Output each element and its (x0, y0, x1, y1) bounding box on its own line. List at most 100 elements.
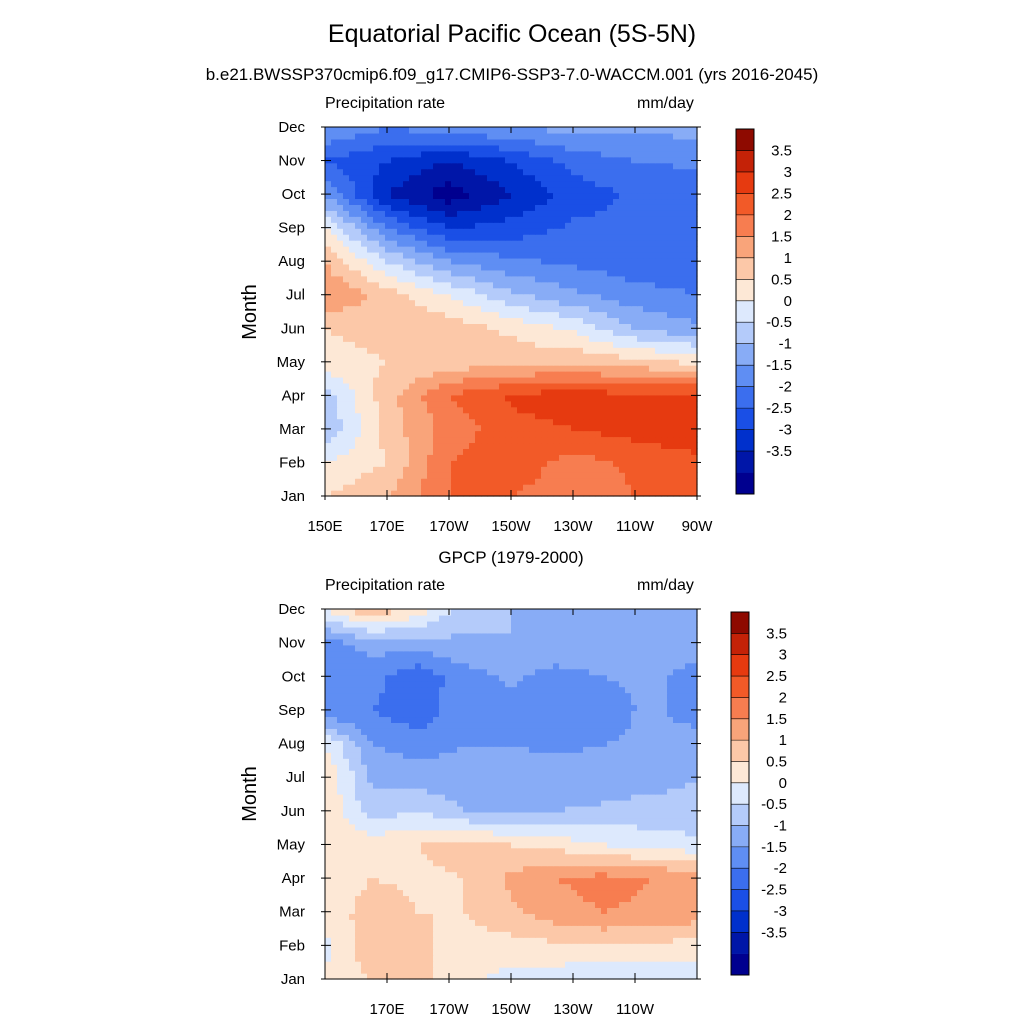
contour-cell (577, 311, 584, 319)
contour-cell (373, 317, 380, 324)
contour-cell (679, 430, 686, 438)
contour-cell (481, 234, 488, 241)
contour-cell (463, 490, 470, 497)
contour-cell (493, 400, 500, 408)
contour-cell (361, 943, 368, 950)
contour-cell (643, 412, 650, 420)
contour-cell (391, 436, 398, 444)
contour-cell (655, 448, 662, 455)
contour-cell (511, 341, 518, 348)
contour-cell (385, 138, 392, 146)
contour-cell (553, 275, 560, 283)
contour-cell (559, 901, 566, 908)
contour-cell (523, 388, 530, 396)
contour-cell (391, 216, 398, 223)
contour-cell (493, 144, 500, 152)
contour-cell (457, 127, 464, 134)
contour-cell (439, 246, 446, 253)
contour-cell (427, 907, 434, 914)
contour-cell (505, 269, 512, 277)
colorbar-swatch (736, 429, 754, 452)
contour-cell (679, 144, 686, 152)
contour-cell (325, 454, 332, 461)
contour-cell (337, 257, 344, 265)
contour-cell (577, 174, 584, 182)
contour-cell (439, 162, 446, 170)
contour-cell (559, 269, 566, 277)
contour-cell (505, 454, 512, 461)
contour-cell (325, 174, 332, 182)
contour-cell (595, 382, 602, 390)
contour-cell (475, 127, 482, 134)
contour-cell (595, 263, 602, 271)
contour-cell (649, 251, 656, 259)
contour-cell (373, 472, 380, 479)
contour-cell (571, 335, 578, 342)
contour-cell (505, 889, 512, 897)
contour-cell (613, 353, 620, 360)
contour-cell (655, 436, 662, 444)
contour-cell (337, 240, 344, 247)
contour-cell (595, 925, 602, 932)
contour-cell (643, 287, 650, 295)
contour-cell (685, 937, 692, 944)
contour-cell (475, 132, 482, 140)
contour-cell (541, 162, 548, 170)
contour-cell (595, 961, 602, 968)
contour-cell (409, 132, 416, 140)
contour-cell (571, 973, 578, 980)
contour-cell (451, 931, 458, 938)
contour-cell (481, 216, 488, 223)
contour-cell (565, 198, 572, 205)
contour-cell (469, 400, 476, 408)
contour-cell (457, 454, 464, 461)
contour-cell (379, 412, 386, 420)
contour-cell (529, 442, 536, 449)
contour-cell (673, 901, 680, 908)
contour-cell (415, 210, 422, 217)
contour-cell (601, 472, 608, 479)
contour-cell (673, 132, 680, 140)
contour-cell (643, 347, 650, 354)
contour-cell (649, 311, 656, 319)
contour-cell (661, 127, 668, 134)
contour-cell (433, 174, 440, 182)
contour-cell (409, 329, 416, 336)
contour-cell (391, 317, 398, 324)
contour-cell (349, 204, 356, 211)
contour-cell (433, 931, 440, 938)
contour-cell (493, 484, 500, 491)
contour-cell (409, 192, 416, 200)
contour-cell (535, 925, 542, 932)
contour-cell (541, 305, 548, 313)
contour-cell (529, 317, 536, 324)
contour-cell (409, 204, 416, 211)
contour-cell (685, 406, 692, 414)
contour-cell (601, 311, 608, 319)
contour-cell (325, 442, 332, 449)
contour-cell (655, 925, 662, 932)
contour-cell (535, 246, 542, 253)
contour-cell (391, 305, 398, 313)
contour-cell (457, 156, 464, 164)
contour-cell (523, 192, 530, 200)
contour-cell (469, 210, 476, 217)
contour-cell (541, 460, 548, 467)
contour-cell (343, 305, 350, 313)
contour-cell (571, 466, 578, 473)
contour-cell (535, 394, 542, 402)
contour-cell (331, 257, 338, 265)
contour-cell (517, 198, 524, 205)
contour-cell (541, 257, 548, 265)
contour-cell (349, 454, 356, 461)
contour-cell (487, 323, 494, 330)
contour-cell (637, 406, 644, 414)
contour-cell (673, 472, 680, 479)
contour-cell (553, 156, 560, 164)
contour-cell (553, 335, 560, 342)
contour-cell (517, 127, 524, 134)
contour-cell (409, 937, 416, 944)
colorbar-swatch (736, 386, 754, 409)
contour-cell (379, 931, 386, 938)
contour-cell (655, 162, 662, 170)
